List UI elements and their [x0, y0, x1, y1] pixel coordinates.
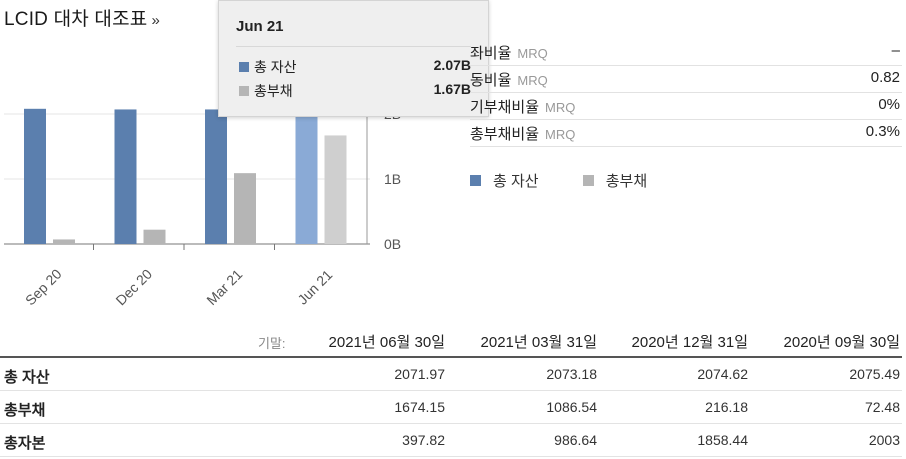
ratio-row: 동비율 MRQ 0.82 [470, 66, 902, 93]
tooltip-row-liabilities: 총부채 1.67B [239, 81, 471, 101]
table-cell: 397.82 [402, 432, 445, 448]
column-header: 2020년 12월 31일 [631, 334, 748, 351]
table-cell: 2003 [868, 432, 900, 448]
x-tick-label: Dec 20 [112, 266, 155, 309]
bar-total-liabilities [143, 229, 166, 244]
ratio-period: MRQ [545, 127, 576, 142]
table-cell: 2075.49 [849, 366, 900, 382]
ratio-row: 좌비율 MRQ – [470, 39, 902, 66]
ratio-label: 좌비율 [470, 45, 512, 62]
table-cell: 1674.15 [394, 399, 445, 415]
ratio-value: 0.82 [870, 69, 900, 86]
chart-legend: 총 자산 총부채 [470, 170, 687, 191]
y-tick-label: 1B [384, 171, 401, 187]
more-arrow-icon[interactable]: » [151, 12, 160, 29]
page-title-text[interactable]: LCID 대차 대조표 [4, 9, 148, 30]
row-label: 총부채 [4, 402, 46, 419]
bar-total-assets [24, 108, 46, 244]
column-header: 2021년 06월 30일 [328, 334, 445, 351]
ratio-row: 총부채비율 MRQ 0.3% [470, 120, 902, 147]
chart-tooltip: Jun 21 총 자산 2.07B 총부채 1.67B [218, 0, 489, 117]
ratio-value: – [891, 42, 900, 59]
tooltip-divider [236, 46, 471, 47]
table-cell: 986.64 [554, 432, 597, 448]
ratio-label: 동비율 [470, 72, 512, 89]
x-tick-label: Mar 21 [203, 266, 245, 308]
bar-total-assets [205, 109, 227, 244]
ratio-period: MRQ [545, 100, 576, 115]
liabilities-swatch-icon [582, 175, 594, 187]
period-label: 기말: [258, 336, 286, 351]
ratio-row: 기부채비율 MRQ 0% [470, 93, 902, 120]
table-row: 총자본 397.82 986.64 1858.44 2003 [0, 424, 902, 457]
ratio-label: 총부채비율 [470, 126, 540, 143]
table-cell: 2073.18 [546, 366, 597, 382]
tooltip-row-assets: 총 자산 2.07B [239, 57, 471, 77]
legend-item-liabilities[interactable]: 총부채 [582, 170, 648, 191]
column-header: 2021년 03월 31일 [480, 334, 597, 351]
liabilities-swatch-icon [239, 86, 249, 97]
tooltip-title: Jun 21 [236, 18, 284, 35]
column-header: 2020년 09월 30일 [783, 334, 900, 351]
assets-swatch-icon [470, 175, 481, 187]
ratio-period: MRQ [517, 46, 548, 61]
tooltip-value: 1.67B [433, 81, 471, 97]
tooltip-label: 총 자산 [254, 59, 297, 75]
bar-total-liabilities [234, 173, 256, 244]
legend-item-assets[interactable]: 총 자산 [470, 170, 539, 191]
page-title[interactable]: LCID 대차 대조표» [4, 4, 160, 31]
table-cell: 216.18 [705, 399, 748, 415]
row-label: 총 자산 [4, 369, 50, 386]
tooltip-value: 2.07B [433, 57, 471, 73]
bar-total-liabilities [53, 239, 75, 244]
balance-sheet-table: 기말: 2021년 06월 30일 2021년 03월 31일 2020년 12… [0, 326, 902, 457]
bar-total-assets [295, 109, 318, 244]
bar-total-liabilities [324, 135, 347, 244]
ratio-value: 0.3% [865, 123, 900, 140]
ratio-label: 기부채비율 [470, 99, 540, 116]
ratio-period: MRQ [517, 73, 548, 88]
legend-label: 총부채 [605, 173, 648, 190]
x-tick-label: Sep 20 [22, 266, 65, 309]
table-cell: 72.48 [864, 399, 900, 415]
table-cell: 1858.44 [697, 432, 748, 448]
table-cell: 2074.62 [697, 366, 748, 382]
bar-total-assets [114, 109, 137, 244]
ratio-value: 0% [878, 96, 900, 113]
x-tick-label: Jun 21 [294, 266, 335, 307]
legend-label: 총 자산 [493, 173, 539, 190]
tooltip-label: 총부채 [254, 83, 293, 99]
assets-swatch-icon [239, 62, 249, 73]
table-row: 총 자산 2071.97 2073.18 2074.62 2075.49 [0, 358, 902, 391]
ratio-list: 좌비율 MRQ – 동비율 MRQ 0.82 기부채비율 MRQ 0% 총부채비율 MR… [470, 39, 902, 147]
table-header: 기말: 2021년 06월 30일 2021년 03월 31일 2020년 12… [0, 326, 902, 358]
table-row: 총부채 1674.15 1086.54 216.18 72.48 [0, 391, 902, 424]
table-cell: 2071.97 [394, 366, 445, 382]
row-label: 총자본 [4, 435, 46, 452]
table-cell: 1086.54 [546, 399, 597, 415]
y-tick-label: 0B [384, 236, 401, 252]
